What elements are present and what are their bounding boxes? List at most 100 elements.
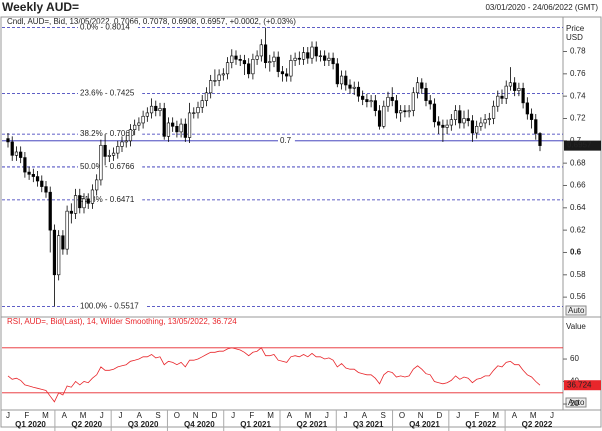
candle-body (111, 152, 116, 156)
candle-body (483, 119, 487, 124)
last-value-tag (564, 380, 601, 391)
candle-body (487, 118, 491, 120)
candle-body (390, 96, 394, 101)
rsi-legend: RSI, AUD=, Bid(Last), 14, Wilder Smoothi… (7, 317, 237, 326)
candle-body (204, 92, 209, 101)
candle-body (301, 52, 306, 60)
level-label-bg (78, 89, 143, 98)
level-label-bg (78, 23, 138, 32)
candle-body (458, 110, 462, 124)
level-label-bg (78, 302, 147, 311)
month-label: M (80, 411, 87, 420)
y-tick-label: 0.66 (570, 181, 586, 190)
candle-body (192, 112, 196, 114)
candle-body (377, 110, 382, 127)
candle-body (247, 63, 251, 75)
candle-body (238, 59, 242, 61)
axis-label: Price (566, 24, 585, 33)
candle-body (411, 92, 415, 111)
quarter-label: Q2 2021 (297, 420, 328, 429)
candle-body (175, 126, 179, 133)
last-price-tag (564, 140, 601, 151)
month-label: J (344, 411, 348, 420)
candle-body (356, 86, 361, 97)
candle-body (27, 171, 31, 175)
month-label: N (418, 411, 424, 420)
level-label: 100.0% - 0.5517 (80, 302, 139, 311)
candle-body (382, 105, 386, 127)
candle-body (225, 62, 230, 75)
candle-body (23, 157, 27, 173)
candle-body (103, 144, 107, 157)
level-label: 23.6% - 0.7425 (80, 88, 135, 97)
y-tick-label: 0.7 (570, 136, 582, 145)
candle-body (285, 73, 289, 77)
candle-body (500, 95, 504, 99)
level-label-bg (78, 162, 143, 171)
candle-body (166, 122, 171, 137)
auto-button[interactable] (565, 305, 587, 316)
date-range: 03/01/2020 - 24/06/2022 (GMT) (485, 3, 598, 12)
auto-button[interactable] (565, 397, 587, 408)
candle-body (462, 118, 466, 124)
candle-body (529, 113, 534, 120)
candle-body (52, 229, 57, 276)
auto-label[interactable]: Auto (568, 398, 585, 407)
candle-body (35, 176, 40, 182)
candle-body (95, 179, 99, 191)
month-label: J (550, 411, 554, 420)
month-label: D (211, 411, 217, 420)
month-label: D (437, 411, 443, 420)
level-label: 50.0% - 0.6766 (80, 162, 135, 171)
candle-body (99, 144, 103, 181)
candle-body (280, 71, 285, 75)
candle-body (306, 52, 310, 59)
candle-body (234, 55, 238, 60)
frame (0, 16, 602, 428)
candle-body (213, 80, 217, 82)
candle-body (154, 105, 158, 111)
candle-body (517, 88, 521, 91)
y-tick-label: 60 (570, 354, 579, 363)
axis-label: Value (566, 322, 586, 331)
candle-body (394, 100, 399, 114)
quarter-label: Q1 2020 (15, 420, 46, 429)
candle-body (19, 151, 23, 158)
y-tick-label: 0.6 (570, 248, 582, 257)
candle-body (521, 88, 525, 104)
month-label: J (100, 411, 104, 420)
candle-body (508, 82, 513, 87)
y-tick-label: 20 (570, 399, 579, 408)
candle-body (272, 56, 276, 62)
candle-body (318, 55, 323, 57)
candle-body (445, 124, 449, 128)
candle-body (475, 126, 479, 134)
month-label: A (137, 411, 143, 420)
candle-body (209, 80, 213, 94)
candle-body (69, 210, 73, 214)
candle-body (40, 180, 44, 187)
candle-body (491, 105, 496, 119)
candle-body (221, 73, 225, 76)
candle-body (513, 82, 517, 91)
level-label: 61.8% - 0.6471 (80, 195, 135, 204)
auto-label[interactable]: Auto (568, 306, 585, 315)
candle-body (289, 60, 293, 77)
month-label: S (381, 411, 386, 420)
candle-body (525, 102, 529, 115)
candle-body (10, 141, 14, 156)
month-label: A (62, 411, 68, 420)
chart-title: Weekly AUD= (2, 0, 79, 14)
quarter-label: Q3 2021 (353, 420, 384, 429)
level-label: 0.7 (280, 136, 292, 145)
month-label: F (249, 411, 254, 420)
candle-body (504, 85, 508, 99)
candle-body (251, 59, 255, 75)
candle-body (466, 118, 470, 122)
candle-body (200, 100, 204, 108)
y-tick-label: 0.64 (570, 203, 586, 212)
month-label: N (193, 411, 199, 420)
candle-body (335, 63, 339, 85)
y-tick-label: 0.78 (570, 47, 586, 56)
y-tick-label: 0.56 (570, 292, 586, 301)
